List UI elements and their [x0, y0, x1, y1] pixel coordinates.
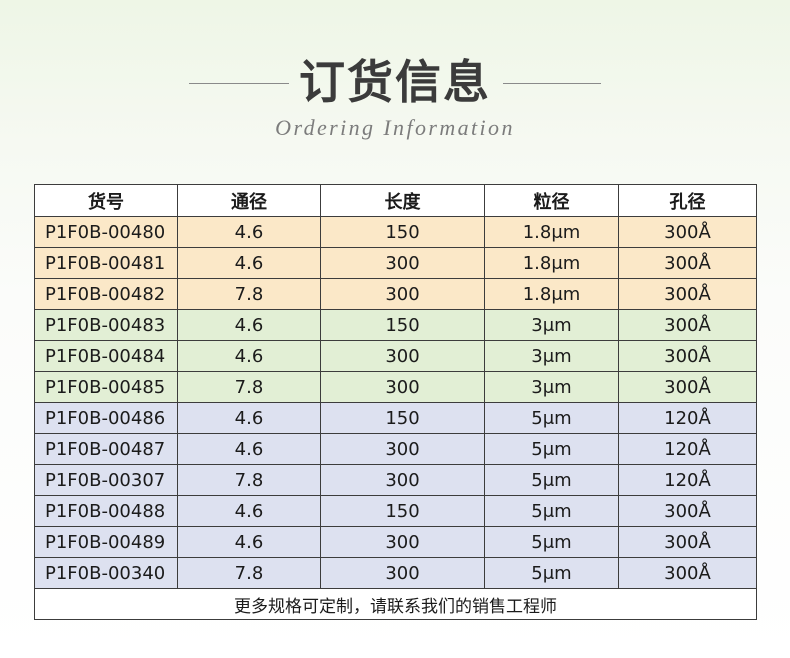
cell-item-no: P1F0B-00484: [34, 340, 178, 372]
cell-diameter: 7.8: [177, 278, 321, 310]
cell-item-no: P1F0B-00481: [34, 247, 178, 279]
cell-particle-size: 5μm: [484, 557, 619, 589]
title-divider-left: [189, 83, 289, 84]
table-row: P1F0B-00485 7.8 300 3μm 300Å: [34, 371, 757, 403]
title-divider-right: [503, 83, 601, 84]
page-header: 订货信息: [0, 52, 790, 112]
cell-length: 150: [320, 309, 485, 341]
column-header-item-no: 货号: [34, 184, 178, 217]
cell-pore-size: 300Å: [618, 371, 757, 403]
cell-particle-size: 5μm: [484, 402, 619, 434]
table-row: P1F0B-00307 7.8 300 5μm 120Å: [34, 464, 757, 496]
cell-pore-size: 300Å: [618, 278, 757, 310]
cell-particle-size: 5μm: [484, 526, 619, 558]
cell-pore-size: 300Å: [618, 309, 757, 341]
cell-length: 300: [320, 371, 485, 403]
cell-length: 300: [320, 557, 485, 589]
cell-diameter: 7.8: [177, 464, 321, 496]
cell-item-no: P1F0B-00487: [34, 433, 178, 465]
table-row: P1F0B-00482 7.8 300 1.8μm 300Å: [34, 278, 757, 310]
cell-length: 300: [320, 340, 485, 372]
cell-particle-size: 1.8μm: [484, 247, 619, 279]
cell-particle-size: 1.8μm: [484, 216, 619, 248]
table-row: P1F0B-00486 4.6 150 5μm 120Å: [34, 402, 757, 434]
cell-particle-size: 5μm: [484, 495, 619, 527]
cell-particle-size: 3μm: [484, 309, 619, 341]
cell-diameter: 7.8: [177, 557, 321, 589]
cell-length: 300: [320, 464, 485, 496]
cell-particle-size: 3μm: [484, 371, 619, 403]
cell-length: 150: [320, 402, 485, 434]
cell-item-no: P1F0B-00488: [34, 495, 178, 527]
cell-diameter: 4.6: [177, 247, 321, 279]
cell-diameter: 4.6: [177, 433, 321, 465]
cell-pore-size: 120Å: [618, 464, 757, 496]
cell-diameter: 7.8: [177, 371, 321, 403]
table-body: P1F0B-00480 4.6 150 1.8μm 300Å P1F0B-00481 4.6…: [34, 216, 757, 589]
cell-length: 300: [320, 278, 485, 310]
cell-diameter: 4.6: [177, 340, 321, 372]
cell-pore-size: 300Å: [618, 216, 757, 248]
cell-length: 300: [320, 526, 485, 558]
cell-particle-size: 5μm: [484, 464, 619, 496]
cell-item-no: P1F0B-00489: [34, 526, 178, 558]
table-row: P1F0B-00480 4.6 150 1.8μm 300Å: [34, 216, 757, 248]
page-subtitle: Ordering Information: [275, 115, 515, 140]
cell-length: 300: [320, 247, 485, 279]
table-header-row: 货号 通径 长度 粒径 孔径: [34, 184, 757, 217]
cell-pore-size: 300Å: [618, 247, 757, 279]
table-row: P1F0B-00489 4.6 300 5μm 300Å: [34, 526, 757, 558]
cell-particle-size: 3μm: [484, 340, 619, 372]
cell-diameter: 4.6: [177, 495, 321, 527]
table-row: P1F0B-00487 4.6 300 5μm 120Å: [34, 433, 757, 465]
page-title: 订货信息: [299, 55, 491, 109]
cell-pore-size: 300Å: [618, 340, 757, 372]
cell-item-no: P1F0B-00486: [34, 402, 178, 434]
cell-item-no: P1F0B-00485: [34, 371, 178, 403]
table-row: P1F0B-00481 4.6 300 1.8μm 300Å: [34, 247, 757, 279]
table-row: P1F0B-00340 7.8 300 5μm 300Å: [34, 557, 757, 589]
cell-item-no: P1F0B-00483: [34, 309, 178, 341]
cell-item-no: P1F0B-00340: [34, 557, 178, 589]
cell-pore-size: 300Å: [618, 557, 757, 589]
cell-pore-size: 300Å: [618, 526, 757, 558]
table-row: P1F0B-00483 4.6 150 3μm 300Å: [34, 309, 757, 341]
cell-diameter: 4.6: [177, 526, 321, 558]
column-header-particle-size: 粒径: [484, 184, 619, 217]
cell-pore-size: 300Å: [618, 495, 757, 527]
cell-length: 150: [320, 495, 485, 527]
cell-particle-size: 5μm: [484, 433, 619, 465]
table-row: P1F0B-00488 4.6 150 5μm 300Å: [34, 495, 757, 527]
column-header-length: 长度: [320, 184, 485, 217]
table-row: P1F0B-00484 4.6 300 3μm 300Å: [34, 340, 757, 372]
cell-diameter: 4.6: [177, 216, 321, 248]
cell-item-no: P1F0B-00307: [34, 464, 178, 496]
cell-length: 300: [320, 433, 485, 465]
column-header-pore-size: 孔径: [618, 184, 757, 217]
cell-particle-size: 1.8μm: [484, 278, 619, 310]
cell-pore-size: 120Å: [618, 433, 757, 465]
cell-item-no: P1F0B-00480: [34, 216, 178, 248]
cell-pore-size: 120Å: [618, 402, 757, 434]
cell-diameter: 4.6: [177, 402, 321, 434]
column-header-diameter: 通径: [177, 184, 321, 217]
cell-diameter: 4.6: [177, 309, 321, 341]
ordering-table: 货号 通径 长度 粒径 孔径 P1F0B-00480 4.6 150 1.8μm 300…: [34, 184, 757, 620]
table-footer-row: 更多规格可定制，请联系我们的销售工程师: [34, 588, 757, 620]
cell-length: 150: [320, 216, 485, 248]
customization-note: 更多规格可定制，请联系我们的销售工程师: [34, 588, 757, 620]
cell-item-no: P1F0B-00482: [34, 278, 178, 310]
